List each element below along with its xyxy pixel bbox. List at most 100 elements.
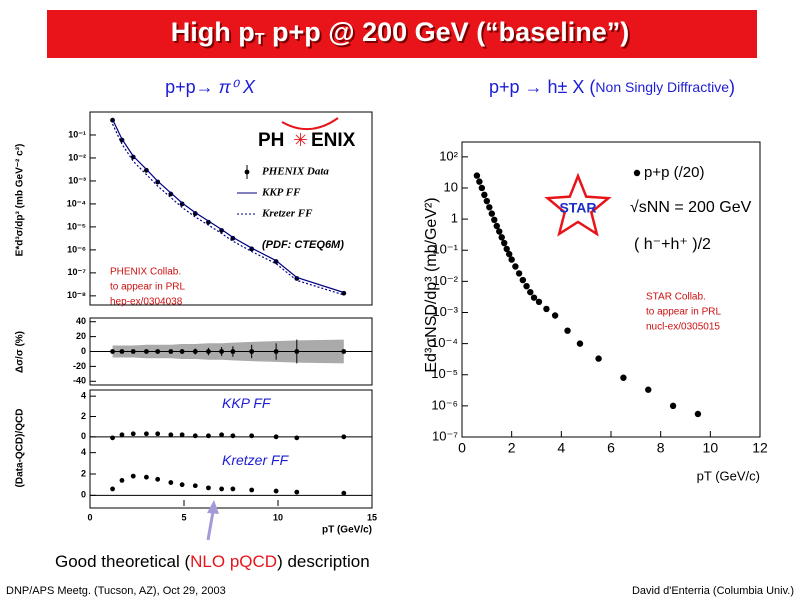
data-point: [294, 489, 300, 495]
data-point: [230, 433, 236, 439]
y-tick-label: 10⁻⁷: [68, 267, 87, 277]
data-point: [496, 228, 503, 235]
data-point: [119, 432, 125, 438]
data-point: [535, 298, 543, 306]
data-point: [512, 263, 519, 270]
data-point: [155, 179, 161, 185]
data-point: [192, 433, 198, 439]
y-tick-label: 1: [451, 211, 458, 226]
title-part: Non Singly Diffractive: [595, 79, 729, 95]
data-point: [523, 282, 530, 290]
logo-text: ENIX: [311, 130, 356, 151]
legend-entry: p+p (/20): [644, 164, 704, 181]
title-part: X: [238, 77, 256, 97]
logo-text: PH: [258, 130, 284, 151]
legend-dot: [633, 169, 641, 177]
y-tick-label: 0: [81, 490, 86, 500]
data-point: [694, 410, 702, 418]
data-point: [144, 431, 149, 437]
x-tick-label: 8: [657, 440, 665, 456]
y-tick-label: 4: [81, 391, 86, 401]
x-tick-label: 0: [458, 440, 466, 456]
data-point: [473, 172, 481, 179]
x-tick-label: 10: [273, 512, 283, 522]
model-curve: [112, 119, 344, 294]
data-point: [110, 486, 115, 492]
y-tick-label: 20: [76, 331, 86, 341]
plot-frame: [89, 111, 373, 306]
footer-right: David d'Enterria (Columbia Univ.): [632, 585, 794, 597]
data-point: [119, 349, 125, 354]
y-tick-label: 10⁻⁵: [67, 221, 86, 231]
data-point: [110, 435, 115, 441]
y-axis-label: E*d³σ/dp³ (mb GeV⁻² c³): [15, 144, 26, 257]
data-point: [192, 349, 198, 354]
y-tick-label: 2: [81, 411, 86, 421]
data-point: [503, 245, 510, 253]
data-point: [179, 482, 185, 488]
data-point: [273, 434, 279, 440]
data-point: [505, 250, 513, 258]
data-point: [119, 478, 125, 483]
y-tick-label: 10⁻⁸: [67, 290, 86, 300]
data-point: [206, 485, 211, 491]
y-axis-label: Ed³σNSD/dp³ (mb/GeV²): [423, 197, 440, 372]
y-tick-label: 10⁻²: [432, 273, 458, 288]
data-point: [501, 239, 508, 247]
data-point: [110, 349, 115, 354]
ratio-frame: [89, 389, 373, 509]
title-bar: [47, 10, 757, 58]
logo-text: STAR: [559, 200, 596, 216]
y-tick-label: 40: [76, 316, 86, 326]
data-point: [168, 349, 174, 354]
y-tick-label: 10⁻⁷: [432, 428, 458, 443]
x-tick-label: 10: [703, 440, 719, 456]
data-point: [576, 340, 584, 347]
x-axis-label: pT (GeV/c): [322, 525, 372, 536]
data-point: [219, 486, 225, 492]
data-point: [179, 349, 185, 354]
data-point: [341, 349, 347, 354]
data-point: [519, 276, 527, 284]
panel-title: p+p→ π⁰ X: [165, 77, 256, 97]
data-point: [192, 483, 198, 489]
y-axis-label: (Data-QCD)/QCD: [15, 409, 26, 488]
pdf-note: (PDF: CTEQ6M): [262, 239, 344, 251]
data-point: [130, 154, 136, 160]
data-point: [527, 288, 534, 296]
data-point: [130, 473, 136, 479]
data-point: [543, 305, 550, 313]
data-point: [273, 488, 279, 494]
x-tick-label: 5: [181, 512, 186, 522]
data-point: [481, 191, 488, 199]
collab-note: nucl-ex/0305015: [646, 322, 720, 333]
collab-note: to appear in PRL: [110, 282, 185, 293]
data-point: [483, 197, 491, 205]
title-part: ): [729, 77, 735, 97]
y-tick-label: 10⁻¹: [68, 129, 86, 139]
data-point: [595, 355, 602, 362]
y-tick-label: -20: [73, 361, 86, 371]
collab-note: STAR Collab.: [646, 292, 706, 303]
x-tick-label: 2: [508, 440, 516, 456]
data-point: [645, 386, 652, 393]
collab-note: to appear in PRL: [646, 307, 721, 318]
title-part: p+p→: [165, 77, 219, 97]
data-point: [486, 204, 493, 211]
collab-note: PHENIX Collab.: [110, 267, 181, 278]
data-point: [491, 216, 498, 224]
y-tick-label: 0: [81, 346, 86, 356]
x-tick-label: 12: [752, 440, 768, 456]
y-tick-label: 10⁻⁵: [431, 366, 458, 381]
y-tick-label: 10⁻⁴: [431, 335, 458, 350]
data-point: [341, 434, 347, 440]
data-point: [493, 222, 500, 230]
data-point: [551, 312, 559, 319]
data-point: [219, 349, 225, 354]
title-shadow: High pT p+p @ 200 GeV (“baseline”): [173, 19, 631, 50]
particles-label: ( h⁻+h⁺ )/2: [634, 236, 711, 253]
data-point: [230, 349, 236, 354]
y-tick-label: 10⁻¹: [432, 242, 458, 257]
